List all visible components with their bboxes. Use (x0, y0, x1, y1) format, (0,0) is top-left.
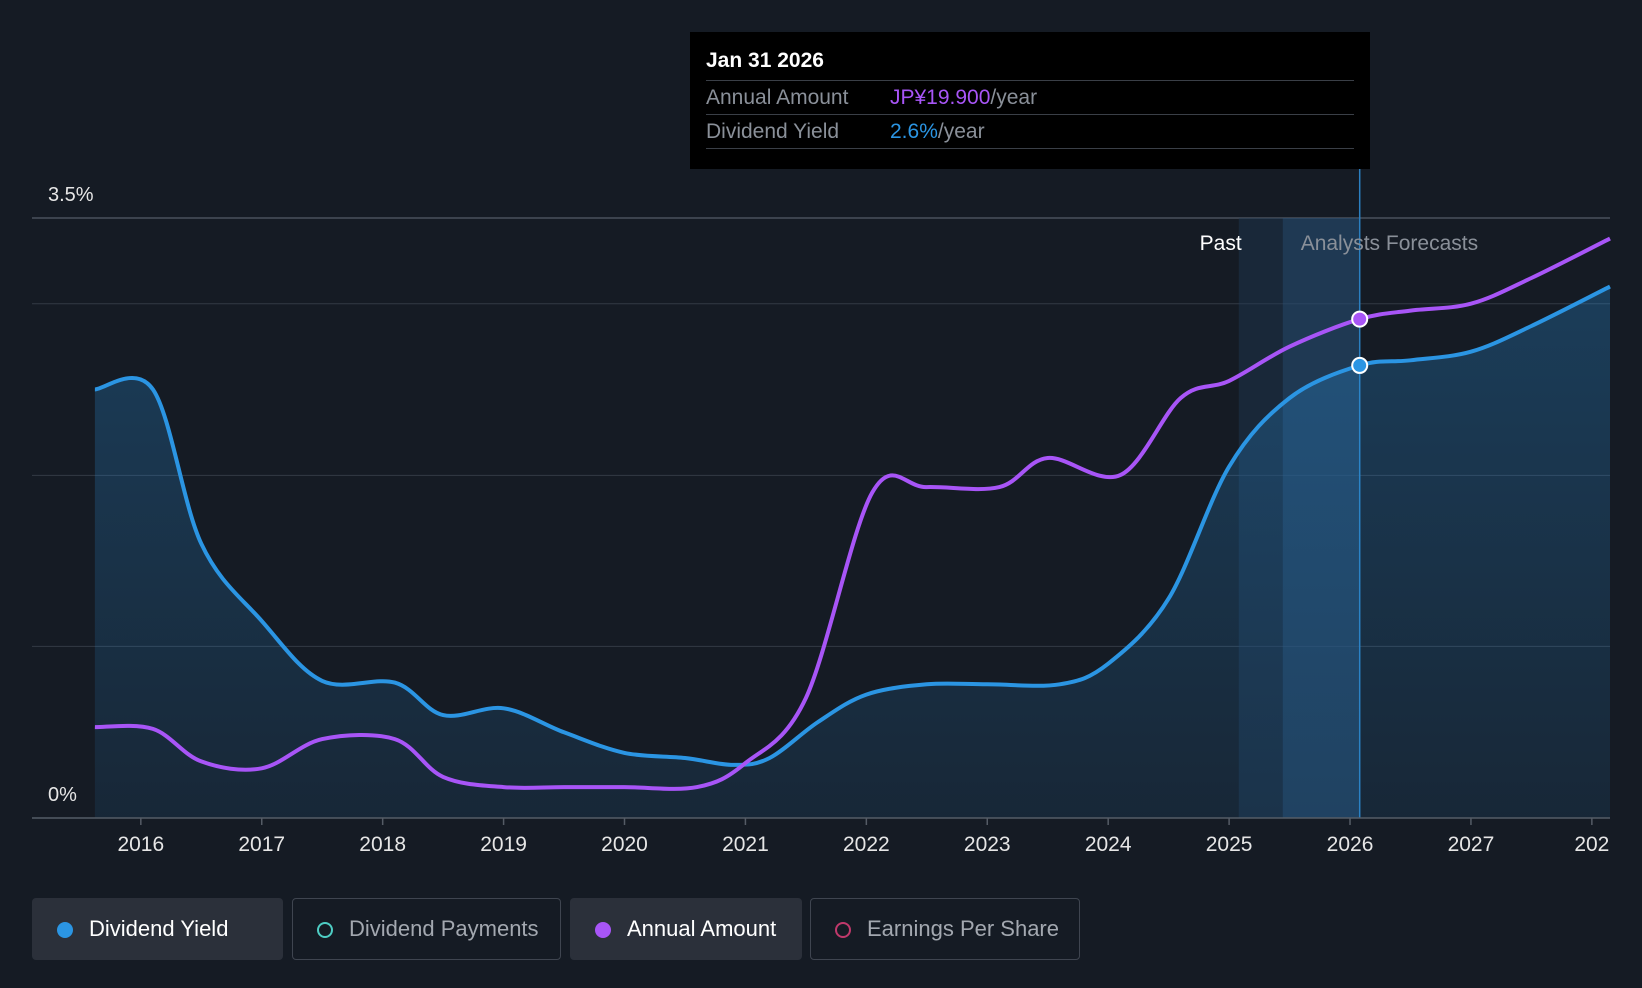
series-lines (94, 236, 1611, 791)
dividend-yield-dot-icon (57, 922, 73, 938)
x-tick-label: 2016 (117, 833, 164, 856)
x-tick-label: 2018 (359, 833, 406, 856)
annual-amount-marker (1351, 310, 1369, 328)
y-max-label: 3.5% (48, 184, 94, 206)
legend-dividend-payments-label: Dividend Payments (349, 916, 539, 941)
dividend-payments-dot-icon (317, 922, 333, 938)
x-tick-label: 2021 (722, 833, 769, 856)
earnings-per-share-dot-icon (835, 922, 851, 938)
legend-annual-amount-button[interactable]: Annual Amount (570, 898, 802, 960)
forecast-label: Analysts Forecasts (1301, 232, 1478, 255)
tooltip-yield-row: Dividend Yield 2.6%/year (706, 114, 1354, 149)
tooltip-yield-label: Dividend Yield (706, 120, 840, 143)
legend-dividend-payments-button[interactable]: Dividend Payments (292, 898, 561, 960)
annual-amount-line (94, 236, 1611, 791)
tooltip-yield-value: 2.6% (890, 120, 938, 143)
yield-area (94, 286, 1610, 819)
legend-dividend-yield-label: Dividend Yield (89, 916, 229, 941)
x-tick-label: 2022 (843, 833, 890, 856)
x-tick-label: 2025 (1206, 833, 1253, 856)
legend-annual-amount-label: Annual Amount (627, 916, 777, 941)
y-min-label: 0% (48, 784, 77, 806)
dividend-yield-line (94, 284, 1611, 767)
x-axis (32, 817, 1610, 825)
tooltip-yield-unit: /year (937, 120, 985, 143)
x-tick-label: 2023 (964, 833, 1011, 856)
x-tick-label: 2017 (238, 833, 285, 856)
tooltip-annual-label: Annual Amount (706, 86, 849, 109)
tooltip-annual-value-group: JP¥19.900/year (890, 81, 1037, 114)
tooltip-yield-value-group: 2.6%/year (890, 115, 985, 148)
past-label: Past (1200, 232, 1242, 255)
axis-labels: 2016 2017 2018 2019 2020 2021 2022 2023 2024 2025… (48, 184, 1609, 856)
tooltip-annual-unit: /year (990, 86, 1038, 109)
x-tick-label: 2020 (601, 833, 648, 856)
tooltip-date: Jan 31 2026 (706, 49, 824, 72)
tooltip-annual-row: Annual Amount JP¥19.900/year (706, 80, 1354, 114)
x-tick-label: 202 (1574, 833, 1609, 856)
dividend-chart: 2016 2017 2018 2019 2020 2021 2022 2023 2024 2025… (32, 165, 1611, 856)
legend-earnings-per-share-button[interactable]: Earnings Per Share (810, 898, 1080, 960)
legend-earnings-per-share-label: Earnings Per Share (867, 916, 1059, 941)
x-tick-label: 2026 (1327, 833, 1374, 856)
tooltip: Jan 31 2026 Annual Amount JP¥19.900/year… (690, 32, 1370, 169)
x-tick-label: 2019 (480, 833, 527, 856)
dividend-yield-marker (1351, 356, 1369, 374)
x-tick-label: 2024 (1085, 833, 1132, 856)
legend-dividend-yield-button[interactable]: Dividend Yield (32, 898, 283, 960)
dividend-yield-area (94, 286, 1610, 819)
x-tick-label: 2027 (1448, 833, 1495, 856)
annual-amount-dot-icon (595, 922, 611, 938)
tooltip-annual-value: JP¥19.900 (890, 86, 991, 109)
highlight-markers (1351, 310, 1369, 374)
